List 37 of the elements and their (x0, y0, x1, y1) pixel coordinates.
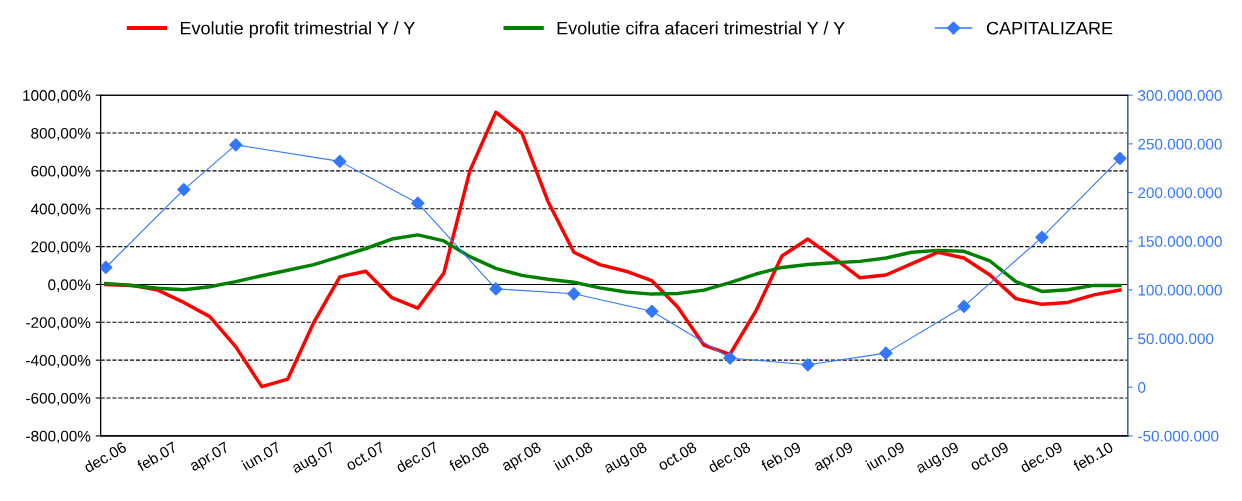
point (801, 358, 815, 372)
point (489, 282, 503, 296)
y-tick-label: -400,00% (26, 355, 91, 368)
y-tick-label: 400,00% (30, 203, 91, 217)
point (879, 346, 893, 360)
point (1035, 230, 1049, 244)
point (333, 154, 347, 168)
point (645, 304, 659, 318)
line-series (104, 233, 1122, 296)
y2-tick-label: 250.000.000 (1138, 138, 1222, 150)
y-tick-label: 200,00% (31, 241, 91, 255)
point (100, 260, 113, 275)
line-series (104, 110, 1122, 389)
point (957, 299, 971, 313)
point (723, 351, 737, 365)
y-tick-label: 0,00% (48, 279, 91, 292)
legend-label: Evolutie cifra afaceri trimestrial Y / Y (557, 21, 845, 35)
y2-tick-label: 0 (1138, 382, 1146, 393)
y-tick-label: -600,00% (26, 392, 91, 406)
point (177, 183, 191, 197)
point (411, 196, 425, 210)
y2-tick-label: 300.000.000 (1138, 90, 1222, 101)
point (229, 138, 243, 152)
y-tick-label: -800,00% (26, 430, 91, 444)
y2-tick-label: -50.000.000 (1138, 430, 1219, 442)
legend-label: Evolutie profit trimestrial Y / Y (180, 21, 415, 39)
y2-tick-label: 50.000.000 (1138, 333, 1214, 345)
point (1113, 151, 1127, 166)
y-tick-label: -200,00% (26, 317, 91, 330)
y2-tick-label: 200.000.000 (1138, 187, 1222, 199)
y2-tick-label: 100.000.000 (1138, 284, 1222, 296)
y2-tick-label: 150.000.000 (1138, 236, 1222, 247)
y-tick-label: 1000,00% (23, 90, 91, 103)
y-tick-label: 800,00% (31, 127, 91, 141)
legend-label: CAPITALIZARE (986, 21, 1113, 35)
point (567, 287, 581, 301)
y-tick-label: 600,00% (31, 165, 91, 179)
